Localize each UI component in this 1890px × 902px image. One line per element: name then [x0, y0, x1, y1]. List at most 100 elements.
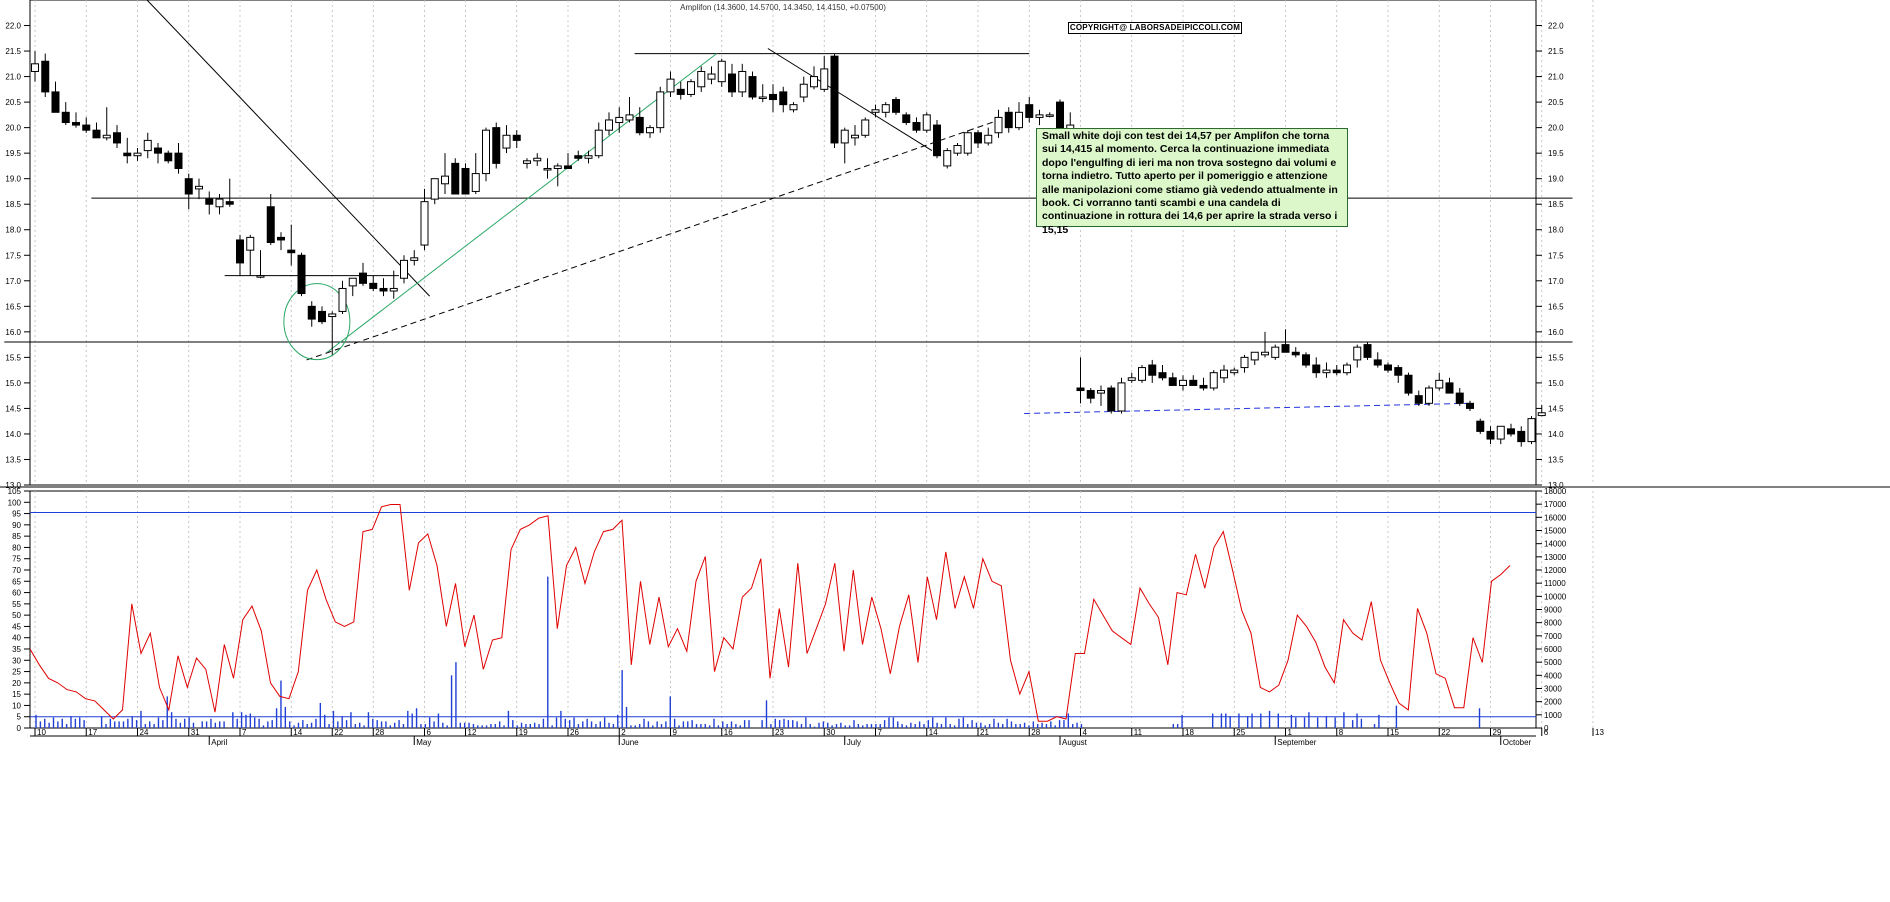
candle-body: [164, 152, 173, 162]
date-label: 30: [826, 728, 835, 737]
volume-tick-label: 4000: [1544, 671, 1562, 680]
candle-body: [1250, 351, 1259, 361]
candle-body: [461, 167, 470, 195]
price-tick-label: 21.0: [5, 73, 21, 82]
candle: [553, 163, 562, 187]
candle: [1158, 365, 1167, 381]
volume-tick-label: 17000: [1544, 500, 1567, 509]
candle-body: [1363, 344, 1372, 358]
candle-body: [943, 150, 952, 167]
candle-body: [1209, 372, 1218, 389]
price-tick-label: 15.0: [5, 379, 21, 388]
candle: [1291, 347, 1300, 358]
volume-tick-label: 12000: [1544, 566, 1567, 575]
candle: [974, 130, 982, 149]
candle: [1394, 365, 1403, 383]
candle-body: [687, 81, 695, 95]
candle-body: [922, 114, 931, 131]
candle: [31, 51, 39, 82]
date-label: 1: [1288, 728, 1293, 737]
candle-body: [195, 185, 203, 190]
candle: [400, 255, 408, 284]
candle: [1435, 372, 1444, 391]
candle: [215, 194, 224, 215]
candle-body: [430, 178, 439, 200]
price-tick-label: 20.0: [5, 124, 21, 133]
candle-body: [1158, 372, 1167, 379]
candle-body: [902, 114, 911, 124]
price-axis: 13.0 13.0 13.5 13.5 14.0 14.0 14.5 14.5 15.0 15.0…: [5, 22, 1564, 490]
price-tick-label: 16.5: [5, 302, 21, 311]
candle-body: [51, 91, 60, 113]
analysis-comment: Small white doji con test dei 14,57 per …: [1036, 128, 1348, 236]
volume-tick-label: 18000: [1544, 487, 1567, 496]
candle: [348, 277, 357, 297]
blue-resistance-line: [1024, 402, 1471, 415]
price-tick-label: 18.5: [1548, 200, 1564, 209]
oscillator-tick-label: 25: [12, 668, 21, 677]
candle-body: [1517, 430, 1526, 443]
candle: [922, 112, 931, 133]
candle-body: [225, 201, 234, 205]
candle: [1271, 344, 1280, 360]
oscillator-tick-label: 20: [12, 679, 21, 688]
candle-body: [482, 129, 490, 175]
candle: [963, 130, 972, 156]
candle: [113, 125, 121, 149]
candle-body: [646, 127, 654, 134]
candle: [820, 56, 829, 92]
candle: [61, 102, 70, 126]
candle-body: [779, 91, 788, 106]
candle: [184, 173, 193, 210]
volume-tick-label: 9000: [1544, 606, 1562, 615]
candle-body: [728, 73, 736, 93]
candle-body: [102, 134, 111, 139]
candle: [1425, 385, 1433, 406]
candle: [297, 252, 306, 297]
candle: [635, 107, 644, 136]
candle-body: [933, 124, 941, 157]
candle: [1373, 352, 1382, 368]
candle-body: [389, 287, 398, 292]
date-label: 8: [1339, 728, 1344, 737]
date-label: 7: [878, 728, 883, 737]
candle-body: [82, 124, 91, 131]
candle: [277, 232, 285, 251]
oscillator-tick-label: 0: [17, 724, 22, 733]
candle: [912, 117, 921, 133]
candle-body: [1189, 379, 1198, 386]
date-label: 22: [1441, 728, 1450, 737]
candle: [236, 234, 244, 276]
candle-body: [584, 155, 593, 159]
candle: [359, 262, 367, 286]
candle-body: [379, 287, 388, 292]
candle-body: [318, 310, 326, 323]
candle: [72, 112, 80, 128]
candle: [1476, 418, 1485, 434]
candle: [666, 71, 675, 97]
candle-body: [1004, 111, 1013, 129]
candle-body: [72, 122, 80, 126]
oscillator-tick-label: 5: [17, 713, 22, 722]
candle: [851, 125, 859, 146]
candle-body: [31, 63, 39, 72]
oscillator-tick-label: 80: [12, 543, 21, 552]
candle-body: [553, 165, 562, 169]
candle-body: [492, 127, 501, 164]
candle: [1537, 404, 1546, 417]
candle-body: [1076, 387, 1085, 392]
candle-body: [912, 122, 921, 131]
volume-tick-label: 14000: [1544, 540, 1567, 549]
oscillator-tick-label: 40: [12, 634, 21, 643]
candle-body: [256, 275, 265, 278]
oscillator-tick-label: 60: [12, 589, 21, 598]
date-axis: 10 17 24 31 7 14 22 28 6 12 19 26 2 9 16 23 30 7 14 21 28 4 11…: [30, 728, 1604, 747]
candle: [1199, 377, 1208, 391]
candle: [143, 132, 152, 159]
candle-body: [1035, 114, 1044, 118]
month-label: October: [1503, 738, 1532, 747]
candle: [902, 112, 911, 126]
candles: [31, 51, 1546, 447]
candle: [687, 79, 695, 97]
